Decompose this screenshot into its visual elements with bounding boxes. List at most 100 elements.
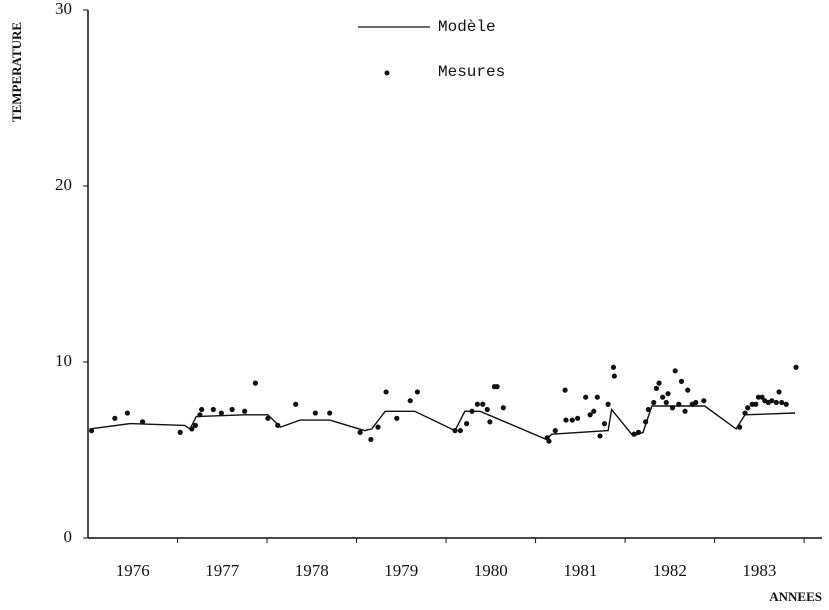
measure-point [753,401,759,407]
measure-point [597,433,603,439]
measure-point [474,401,480,407]
x-tick-label: 1982 [653,561,687,580]
measure-point [484,406,490,413]
measure-point [464,421,470,427]
x-tick-label: 1983 [742,561,776,580]
measure-point [783,401,789,407]
measure-point [368,436,374,443]
measure-point [749,401,755,407]
x-tick-label: 1979 [384,561,418,580]
measure-point [312,410,318,416]
measure-point [693,399,699,406]
measure-point [653,385,660,391]
measure-point [546,438,552,444]
measure-point [643,419,649,425]
measure-point [676,401,682,407]
measure-point [469,408,475,414]
measure-point [252,380,258,386]
measure-point [665,391,671,397]
measure-point [375,424,381,430]
measure-point [594,394,600,400]
measure-point [88,428,95,434]
measure-point [192,422,199,428]
measure-point [769,398,775,404]
measure-point [140,419,146,425]
legend-label: Mesures [438,63,505,81]
measure-point [197,412,203,418]
y-tick-label: 20 [55,175,72,194]
y-axis-title: TEMPERATURE [9,22,24,122]
measure-point [635,429,642,435]
y-tick-label: 10 [55,351,72,370]
y-tick-label: 30 [55,0,72,18]
model-line [89,405,796,441]
measure-point [275,422,281,428]
measure-point [562,387,568,393]
measure-point [177,429,183,435]
measure-point [563,417,569,423]
x-tick-label: 1978 [295,561,329,580]
measure-point [357,429,363,435]
measure-point [218,410,224,416]
measure-point [742,410,748,416]
measure-point [189,426,195,432]
x-tick-label: 1981 [563,561,597,580]
measure-point [660,394,666,400]
measure-point [656,380,662,386]
x-tick-label: 1980 [474,561,508,580]
measure-point [651,399,657,406]
measure-point [755,394,762,400]
measure-point [779,399,785,406]
measure-point [631,431,637,437]
measure-point [587,412,593,418]
x-tick-label: 1977 [205,561,240,580]
measure-point [601,421,608,427]
measure-point [407,398,413,404]
measure-point [552,428,558,434]
measure-point [759,394,765,400]
measure-point [327,410,333,416]
measure-point [569,417,575,423]
measure-point [480,401,486,407]
y-tick-label: 0 [64,527,73,546]
measure-point [575,415,581,421]
measure-point [124,410,130,416]
measure-point [583,394,589,400]
measure-point [242,408,248,414]
measure-point [737,424,743,430]
measure-point [672,368,678,374]
measure-point [701,398,707,404]
measure-point [645,406,651,413]
measure-point [610,364,617,370]
measure-point [265,415,271,421]
measure-point [500,405,506,411]
measure-point [383,389,389,395]
measure-point [457,428,463,434]
measure-point [793,364,799,370]
measure-point [745,405,751,411]
measure-point [773,399,779,406]
measure-point [293,401,299,407]
measure-point [663,399,669,406]
x-tick-label: 1976 [116,561,150,580]
measure-point [682,408,688,414]
x-axis-title: ANNEES [769,589,822,604]
measure-point [776,389,782,395]
measure-point [229,406,235,413]
measure-point [414,389,421,395]
measure-point [199,406,205,413]
measure-point [591,408,597,414]
measure-point [685,387,691,393]
legend-label: Modèle [438,18,496,36]
legend-dot [384,70,390,76]
measure-point [452,428,458,434]
measure-point [494,384,500,390]
measure-point [678,378,685,384]
measure-point [210,406,216,413]
measure-point [605,401,611,407]
measure-point [394,415,400,421]
measure-point [487,419,493,425]
measure-point [611,373,617,379]
measure-point [112,415,118,421]
